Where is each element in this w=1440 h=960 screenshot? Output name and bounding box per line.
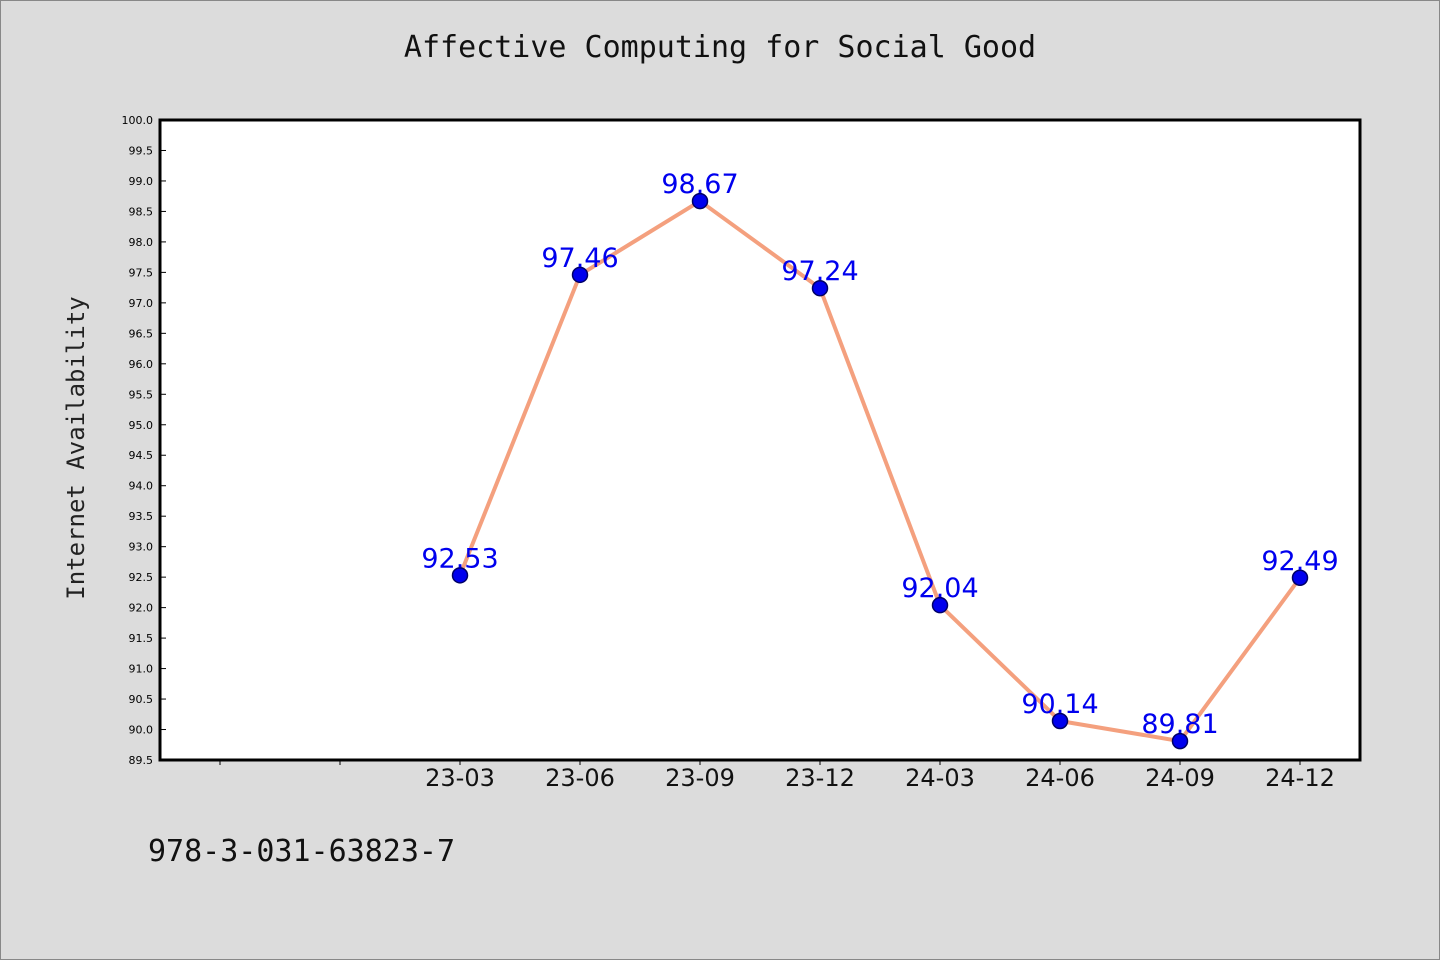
x-tick-label: 24-03 bbox=[905, 764, 975, 792]
x-axis: 23-03 23-06 23-09 23-12 24-03 24-06 24-09 24-12 bbox=[219, 760, 1335, 792]
y-tick-label: 95.0 bbox=[129, 419, 154, 432]
y-tick-label: 91.5 bbox=[129, 632, 154, 645]
data-label: 97.46 bbox=[541, 243, 618, 274]
data-label: 90.14 bbox=[1021, 689, 1098, 720]
data-label: 92.53 bbox=[421, 543, 498, 574]
data-point bbox=[451, 567, 469, 584]
y-tick-label: 93.0 bbox=[129, 541, 154, 554]
data-point bbox=[691, 192, 709, 210]
data-point bbox=[571, 266, 589, 284]
y-tick-label: 92.0 bbox=[129, 602, 154, 615]
y-tick-label: 95.5 bbox=[129, 388, 154, 401]
x-tick-label: 24-12 bbox=[1265, 764, 1335, 792]
y-tick-label: 96.0 bbox=[129, 358, 154, 371]
data-point bbox=[931, 596, 949, 614]
x-tick-label: 23-06 bbox=[545, 764, 615, 792]
x-tick-label: 24-09 bbox=[1145, 764, 1215, 792]
y-tick-label: 94.0 bbox=[129, 480, 154, 493]
x-tick-label: 24-06 bbox=[1025, 764, 1095, 792]
y-tick-label: 99.5 bbox=[129, 144, 154, 157]
y-tick-label: 92.5 bbox=[129, 571, 154, 584]
data-point bbox=[1291, 569, 1309, 587]
y-tick-label: 90.0 bbox=[129, 724, 154, 737]
chart-title: Affective Computing for Social Good bbox=[403, 30, 1037, 65]
plot-area bbox=[158, 118, 1362, 762]
data-point bbox=[1171, 732, 1189, 750]
y-tick-label: 97.5 bbox=[129, 266, 154, 279]
data-point bbox=[811, 279, 829, 297]
data-label: 98.67 bbox=[661, 169, 738, 200]
data-label: 92.49 bbox=[1261, 546, 1338, 577]
x-tick-label: 23-12 bbox=[785, 764, 855, 792]
y-tick-label: 100.0 bbox=[122, 114, 154, 127]
series-line bbox=[458, 199, 1302, 744]
y-tick-label: 98.5 bbox=[129, 205, 154, 218]
y-tick-label: 90.5 bbox=[129, 693, 154, 706]
data-point bbox=[1051, 712, 1069, 730]
y-tick-label: 99.0 bbox=[129, 175, 154, 188]
y-axis: 89.5 90.0 90.5 91.0 91.5 92.0 92.5 93.0 93.5 94.0… bbox=[122, 114, 166, 767]
data-label: 97.24 bbox=[781, 256, 858, 287]
y-tick-label: 97.0 bbox=[129, 297, 154, 310]
x-tick-label: 23-03 bbox=[425, 764, 495, 792]
x-tick-label: 23-09 bbox=[665, 764, 735, 792]
data-label: 92.04 bbox=[901, 573, 978, 604]
y-tick-label: 94.5 bbox=[129, 449, 154, 462]
y-tick-label: 98.0 bbox=[129, 236, 154, 249]
footnote-isbn: 978-3-031-63823-7 bbox=[148, 834, 456, 869]
y-tick-label: 89.5 bbox=[129, 754, 154, 767]
y-tick-label: 91.0 bbox=[129, 663, 154, 676]
series: 92.53 97.46 98.67 97.24 92.04 90.14 89.81 92.49 bbox=[421, 169, 1339, 750]
y-tick-label: 96.5 bbox=[129, 327, 154, 340]
data-label: 89.81 bbox=[1141, 709, 1218, 740]
y-tick-label: 93.5 bbox=[129, 510, 154, 523]
